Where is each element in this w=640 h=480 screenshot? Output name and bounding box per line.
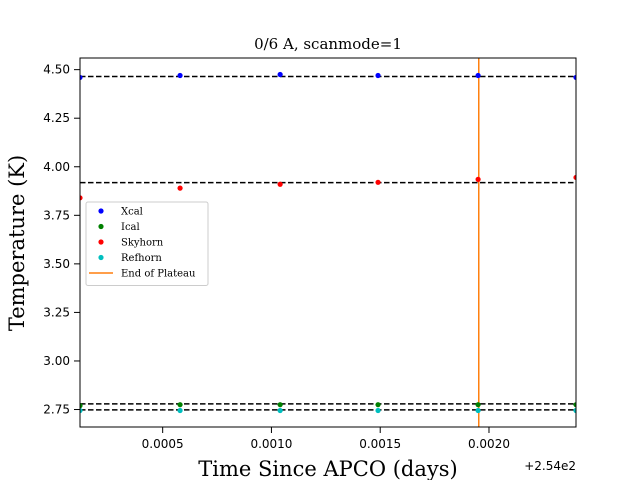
axes: 0.0005 0.0010 0.0015 0.0020 2.75 3.00 3.25 3.50… bbox=[43, 57, 577, 451]
legend-label-end-of-plateau: End of Plateau bbox=[121, 269, 196, 280]
ical-point bbox=[375, 402, 381, 408]
skyhorn-point bbox=[375, 179, 381, 185]
legend-marker-refhorn bbox=[98, 254, 104, 261]
legend-box bbox=[85, 201, 209, 286]
skyhorn-point bbox=[475, 176, 481, 182]
y-tick-label: 3.25 bbox=[43, 305, 70, 319]
ical-point bbox=[80, 403, 83, 409]
y-tick-label: 2.75 bbox=[43, 403, 70, 417]
skyhorn-point bbox=[573, 174, 576, 181]
skyhorn-point bbox=[177, 185, 183, 191]
x-axis-label: Time Since APCO (days) bbox=[198, 457, 457, 480]
refhorn-point bbox=[177, 407, 183, 414]
legend-marker-skyhorn bbox=[98, 239, 104, 245]
y-tick-label: 4.50 bbox=[43, 63, 70, 77]
refhorn-point bbox=[80, 407, 83, 414]
xcal-point bbox=[573, 74, 576, 81]
xcal-point bbox=[177, 72, 183, 79]
legend-marker-xcal bbox=[98, 208, 104, 214]
y-tick-label: 4.00 bbox=[43, 160, 70, 174]
x-tick-label: 0.0005 bbox=[142, 437, 184, 451]
y-tick-label: 3.50 bbox=[43, 257, 70, 271]
refhorn-point bbox=[277, 407, 283, 414]
plot-frame bbox=[79, 57, 577, 428]
chart-title: 0/6 A, scanmode=1 bbox=[254, 35, 402, 53]
x-offset-label: +2.54e2 bbox=[524, 459, 576, 473]
ical-point bbox=[573, 402, 576, 408]
skyhorn-point bbox=[277, 181, 283, 187]
ical-point bbox=[177, 402, 183, 408]
x-tick-label: 0.0010 bbox=[250, 437, 292, 451]
legend-marker-ical bbox=[98, 223, 104, 230]
y-tick-label: 4.25 bbox=[43, 111, 70, 125]
legend-label-skyhorn: Skyhorn bbox=[121, 238, 164, 249]
legend-label-xcal: Xcal bbox=[121, 207, 143, 218]
ical-point bbox=[277, 402, 283, 408]
xcal-point bbox=[80, 74, 83, 81]
ical-point bbox=[475, 402, 481, 408]
y-tick-label: 3.75 bbox=[43, 208, 70, 222]
legend: Xcal Ical Skyhorn Refhorn End of Plateau bbox=[85, 201, 209, 286]
legend-label-refhorn: Refhorn bbox=[121, 253, 162, 264]
x-tick-label: 0.0020 bbox=[468, 437, 510, 451]
xcal-point bbox=[375, 72, 381, 79]
x-tick-label: 0.0015 bbox=[359, 437, 401, 451]
plot-content bbox=[80, 58, 576, 427]
xcal-point bbox=[277, 71, 283, 78]
legend-label-ical: Ical bbox=[121, 222, 140, 233]
xcal-point bbox=[475, 72, 481, 79]
refhorn-point bbox=[375, 407, 381, 414]
y-tick-label: 3.00 bbox=[43, 354, 70, 368]
skyhorn-point bbox=[80, 195, 83, 201]
y-axis-label: Temperature (K) bbox=[5, 155, 29, 331]
refhorn-point bbox=[573, 407, 576, 414]
refhorn-point bbox=[475, 407, 481, 414]
